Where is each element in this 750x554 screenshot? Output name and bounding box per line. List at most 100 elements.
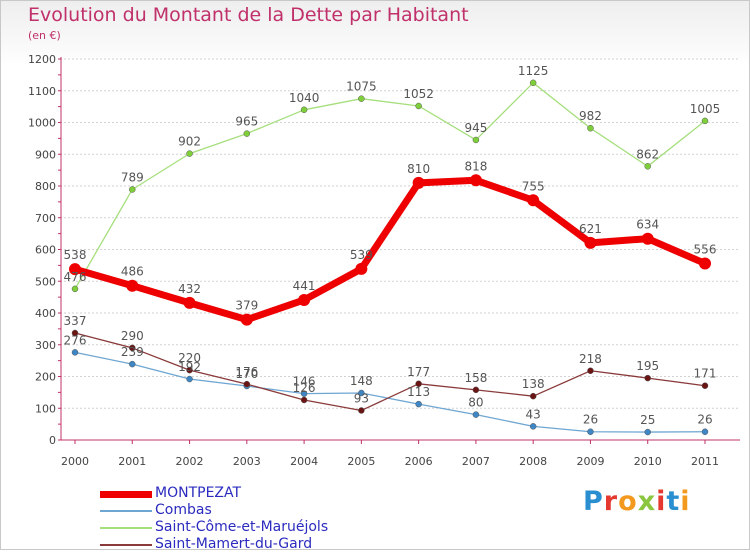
logo-letter: i <box>680 486 691 517</box>
y-tick-label: 900 <box>35 148 56 161</box>
data-point <box>472 411 480 418</box>
data-label: 146 <box>293 375 316 389</box>
data-label: 1052 <box>403 87 434 101</box>
data-label: 43 <box>526 407 541 421</box>
logo-letter: x <box>637 486 657 517</box>
data-label: 25 <box>640 413 655 427</box>
data-point <box>587 367 594 375</box>
x-tick-label: 2009 <box>576 455 604 468</box>
logo-letter: o <box>618 486 638 517</box>
legend-swatch <box>100 490 152 498</box>
data-label: 176 <box>235 365 258 379</box>
logo-letter: P <box>583 486 604 517</box>
data-point <box>129 360 136 368</box>
data-label: 818 <box>464 159 487 173</box>
data-point <box>71 349 79 356</box>
data-point <box>415 400 422 408</box>
x-tick-label: 2002 <box>176 455 204 468</box>
data-point <box>644 374 651 382</box>
data-label: 486 <box>121 265 144 279</box>
y-tick-label: 800 <box>35 180 56 193</box>
data-label: 1125 <box>518 64 549 78</box>
series-line-combas <box>74 351 706 433</box>
data-point <box>415 380 422 388</box>
data-point <box>701 428 709 435</box>
data-label: 789 <box>121 170 144 184</box>
y-tick-label: 600 <box>35 244 56 257</box>
data-label: 634 <box>636 218 659 232</box>
data-label: 113 <box>407 385 430 399</box>
data-point <box>243 130 251 137</box>
data-point <box>584 236 597 249</box>
data-label: 171 <box>694 367 717 381</box>
legend-label: Saint-Mamert-du-Gard <box>155 536 313 552</box>
data-label: 290 <box>121 329 144 343</box>
data-point <box>469 174 482 187</box>
y-tick-label: 200 <box>35 371 56 384</box>
x-tick-label: 2007 <box>462 455 490 468</box>
data-label: 177 <box>407 365 430 379</box>
data-point <box>701 117 709 125</box>
data-label: 539 <box>350 248 373 262</box>
data-label: 810 <box>407 162 430 176</box>
data-point <box>472 386 480 394</box>
legend-item: MONTPEZAT <box>100 485 420 503</box>
legend-item: Saint-Côme-et-Maruéjols <box>100 519 420 537</box>
data-label: 476 <box>64 270 87 284</box>
x-tick-label: 2008 <box>519 455 547 468</box>
proxiti-logo: Proxiti <box>583 486 691 517</box>
data-label: 170 <box>235 367 258 381</box>
y-tick-label: 300 <box>35 339 56 352</box>
logo-letter: t <box>666 486 681 517</box>
data-label: 432 <box>178 282 201 296</box>
data-label: 337 <box>64 314 87 328</box>
chart-title: Evolution du Montant de la Dette par Hab… <box>28 4 469 26</box>
line-chart: 0 100 200 300 400 500 600 700 800 900 1000 1100 1200… <box>28 53 740 468</box>
data-point <box>529 79 537 87</box>
data-label: 379 <box>235 299 258 313</box>
x-tick-label: 2005 <box>347 455 375 468</box>
data-label: 239 <box>121 345 144 359</box>
data-point <box>298 293 311 306</box>
data-label: 126 <box>293 381 316 395</box>
data-point <box>587 428 594 435</box>
data-point <box>183 296 196 309</box>
data-label: 862 <box>636 147 659 161</box>
data-point <box>644 163 651 170</box>
data-point <box>527 194 540 207</box>
data-point <box>240 313 253 326</box>
data-label: 148 <box>350 374 373 388</box>
x-tick-label: 2011 <box>691 455 719 468</box>
data-point <box>358 407 365 414</box>
data-label: 138 <box>522 377 545 391</box>
logo-letter: i <box>656 486 667 517</box>
data-label: 965 <box>235 115 258 129</box>
x-tick-label: 2000 <box>61 455 89 468</box>
chart-subtitle: (en €) <box>28 29 61 42</box>
data-point <box>701 382 709 389</box>
data-point <box>126 279 139 292</box>
data-label: 556 <box>694 242 717 256</box>
y-tick-label: 500 <box>35 275 56 288</box>
y-tick-label: 1200 <box>28 53 56 66</box>
legend-label: Combas <box>155 502 212 518</box>
data-point <box>300 396 308 404</box>
data-label: 945 <box>464 121 487 135</box>
data-point <box>358 389 365 397</box>
logo-letter: r <box>603 486 619 517</box>
data-point <box>186 375 193 383</box>
data-label: 982 <box>579 109 602 123</box>
series-line-montpezat <box>71 176 709 324</box>
data-label: 1040 <box>289 91 320 105</box>
legend-item: Saint-Mamert-du-Gard <box>100 536 420 554</box>
data-label: 218 <box>579 352 602 366</box>
legend-swatch <box>100 544 152 546</box>
data-point <box>186 150 193 157</box>
x-tick-label: 2003 <box>233 455 261 468</box>
data-point <box>412 176 425 189</box>
data-point <box>358 95 365 102</box>
data-point <box>641 232 654 245</box>
data-label: 192 <box>178 360 201 374</box>
data-label: 902 <box>178 135 201 149</box>
series-line-saint-mamert-du-gard <box>74 332 706 412</box>
